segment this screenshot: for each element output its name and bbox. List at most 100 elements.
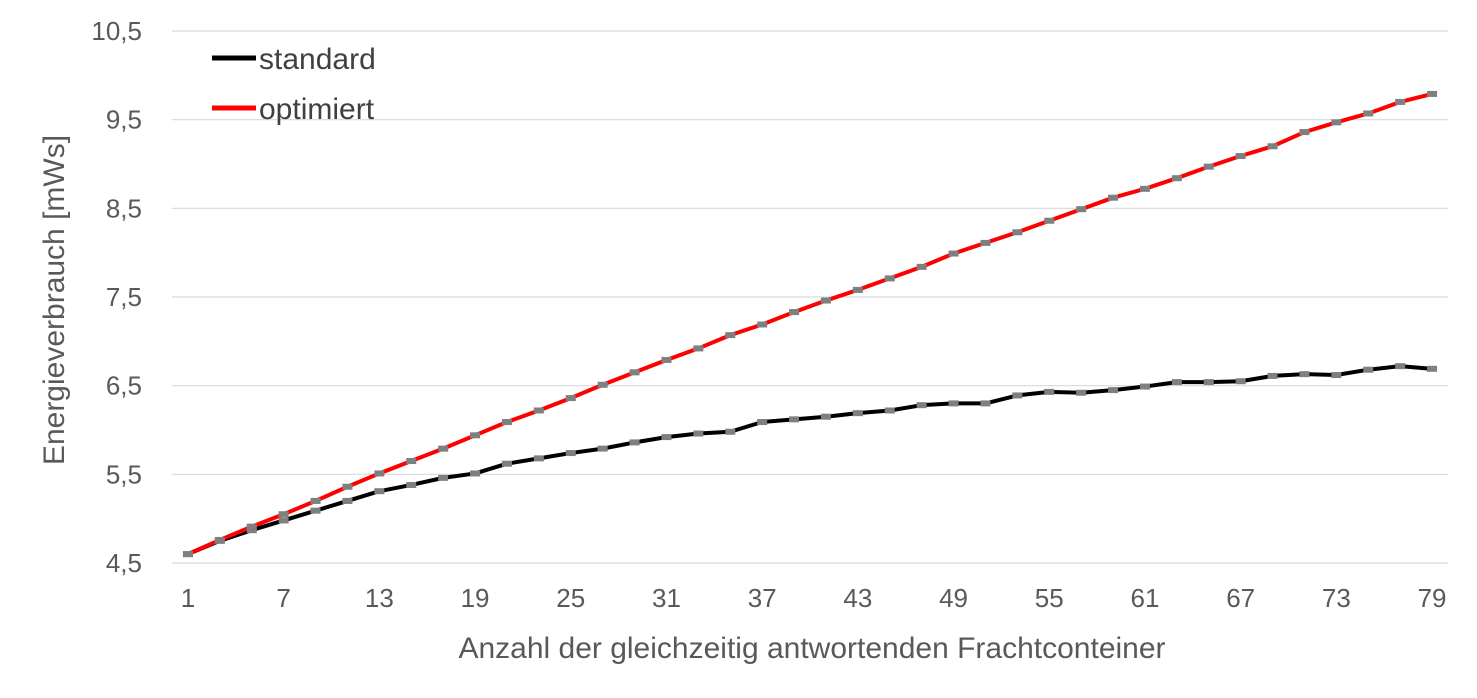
y-tick-label: 7,5 [106, 282, 142, 312]
data-point-optimiert [1235, 153, 1246, 160]
data-point-standard [438, 474, 449, 481]
data-point-standard [1044, 388, 1055, 395]
data-point-optimiert [533, 407, 544, 414]
data-point-optimiert [597, 381, 608, 388]
data-point-standard [1012, 392, 1023, 399]
legend-item-standard: standard [212, 43, 376, 76]
data-point-optimiert [310, 497, 321, 504]
data-point-optimiert [693, 345, 704, 352]
data-point-standard [661, 434, 672, 441]
data-point-optimiert [852, 286, 863, 293]
x-axis-title: Anzahl der gleichzeitig antwortenden Fra… [458, 632, 1165, 665]
data-point-optimiert [278, 511, 289, 518]
data-point-optimiert [342, 483, 353, 490]
x-tick-label: 37 [748, 583, 777, 613]
data-point-optimiert [884, 275, 895, 282]
data-point-standard [1203, 379, 1214, 386]
x-tick-label: 43 [843, 583, 872, 613]
data-point-optimiert [182, 551, 193, 558]
data-point-standard [629, 439, 640, 446]
data-point-standard [852, 410, 863, 417]
data-point-standard [916, 402, 927, 409]
series-markers [182, 90, 1438, 558]
data-point-standard [884, 407, 895, 414]
x-tick-label: 1 [181, 583, 195, 613]
data-point-optimiert [1299, 129, 1310, 136]
legend-label: optimiert [259, 93, 375, 126]
y-tick-label: 4,5 [106, 548, 142, 578]
data-point-optimiert [916, 263, 927, 270]
data-point-optimiert [1012, 229, 1023, 236]
data-point-optimiert [757, 321, 768, 328]
x-tick-label: 49 [939, 583, 968, 613]
data-point-optimiert [948, 250, 959, 257]
data-point-optimiert [438, 445, 449, 452]
data-point-standard [406, 481, 417, 488]
data-point-standard [533, 455, 544, 462]
data-point-standard [1331, 372, 1342, 379]
x-tick-label: 7 [276, 583, 290, 613]
data-point-standard [565, 450, 576, 457]
data-point-standard [342, 497, 353, 504]
data-point-standard [501, 460, 512, 467]
data-point-optimiert [629, 369, 640, 376]
series-line-optimiert [185, 91, 1435, 557]
data-point-standard [1108, 387, 1119, 394]
data-point-standard [1235, 378, 1246, 385]
data-point-optimiert [1363, 110, 1374, 117]
y-tick-label: 5,5 [106, 459, 142, 489]
data-point-optimiert [820, 297, 831, 304]
x-axis-tick-labels: 1 7 13 19 25 31 37 43 49 55 61 67 73 79 [181, 583, 1447, 613]
data-point-optimiert [246, 523, 257, 530]
data-point-standard [980, 400, 991, 407]
x-tick-label: 13 [365, 583, 394, 613]
data-point-optimiert [789, 309, 800, 316]
data-point-optimiert [1108, 194, 1119, 201]
data-point-optimiert [214, 536, 225, 543]
data-point-standard [278, 517, 289, 524]
gridlines [172, 30, 1448, 564]
y-tick-label: 10,5 [91, 16, 142, 46]
data-point-standard [470, 470, 481, 477]
data-point-standard [1076, 389, 1087, 396]
x-tick-label: 19 [461, 583, 490, 613]
data-point-optimiert [661, 356, 672, 363]
data-point-optimiert [1171, 175, 1182, 182]
data-point-standard [1363, 366, 1374, 373]
y-tick-label: 8,5 [106, 193, 142, 223]
data-point-optimiert [725, 332, 736, 339]
data-point-standard [1139, 383, 1150, 390]
x-tick-label: 73 [1322, 583, 1351, 613]
x-tick-label: 31 [652, 583, 681, 613]
x-tick-label: 55 [1035, 583, 1064, 613]
data-point-optimiert [980, 239, 991, 246]
data-point-optimiert [1203, 163, 1214, 170]
y-axis-tick-labels: 4,5 5,5 6,5 7,5 8,5 9,5 10,5 [91, 16, 142, 578]
series-line-standard [185, 364, 1435, 557]
data-point-standard [948, 400, 959, 407]
data-point-standard [1299, 371, 1310, 378]
data-point-optimiert [1076, 206, 1087, 213]
data-point-optimiert [406, 458, 417, 465]
legend-label: standard [259, 43, 376, 76]
data-point-optimiert [1427, 90, 1438, 97]
data-point-standard [374, 488, 385, 495]
data-point-standard [1395, 363, 1406, 370]
y-axis-title: Energieverbrauch [mWs] [38, 135, 71, 465]
legend-item-optimiert: optimiert [212, 93, 375, 126]
data-point-standard [1427, 365, 1438, 372]
data-point-optimiert [374, 470, 385, 477]
data-point-optimiert [565, 395, 576, 402]
data-point-standard [820, 413, 831, 420]
x-tick-label: 61 [1130, 583, 1159, 613]
data-point-optimiert [1044, 217, 1055, 224]
data-point-optimiert [501, 419, 512, 426]
data-point-standard [1171, 379, 1182, 386]
data-point-optimiert [1395, 98, 1406, 105]
data-point-standard [693, 430, 704, 437]
data-point-standard [789, 416, 800, 423]
data-point-optimiert [1139, 185, 1150, 192]
y-tick-label: 9,5 [106, 105, 142, 135]
data-point-standard [725, 428, 736, 435]
